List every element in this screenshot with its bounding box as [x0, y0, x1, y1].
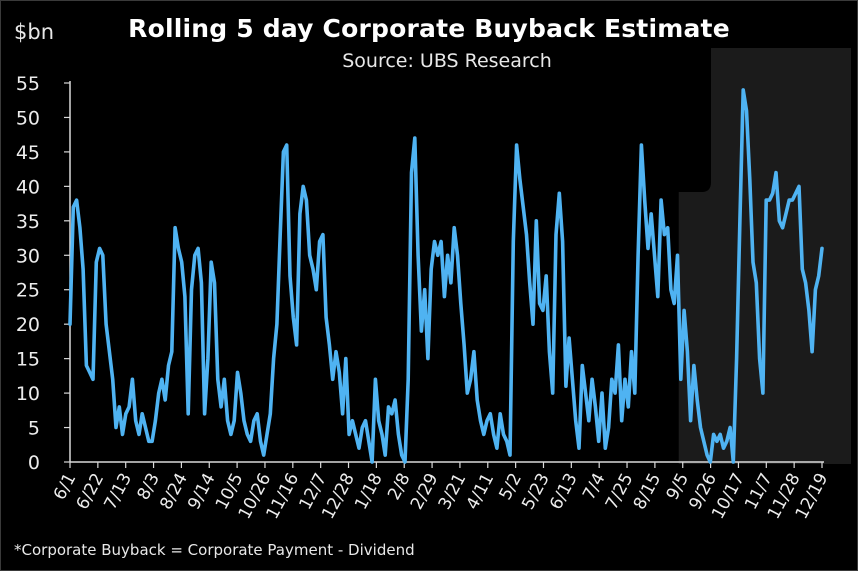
x-tick-label: 4/11	[463, 470, 499, 513]
chart-title: Rolling 5 day Corporate Buyback Estimate	[128, 14, 730, 43]
x-tick-label: 2/29	[407, 470, 443, 513]
y-tick-label: 5	[28, 418, 40, 440]
y-axis-unit-label: $bn	[14, 20, 55, 44]
x-tick-label: 1/18	[351, 470, 387, 513]
y-tick-label: 25	[16, 280, 40, 302]
chart-footnote: *Corporate Buyback = Corporate Payment -…	[14, 541, 415, 559]
x-tick-label: 9/14	[184, 470, 220, 513]
y-tick-label: 55	[16, 73, 40, 95]
y-tick-label: 15	[16, 349, 40, 371]
y-tick-label: 10	[16, 383, 40, 405]
x-tick-label: 6/13	[546, 470, 582, 513]
x-tick-label: 7/13	[101, 470, 137, 513]
y-tick-label: 30	[16, 245, 40, 267]
x-tick-label: 6/22	[73, 470, 109, 513]
x-tick-label: 3/21	[435, 470, 471, 513]
y-tick-label: 20	[16, 314, 40, 336]
x-tick-label: 5/23	[518, 470, 554, 513]
x-tick-label: 8/15	[630, 470, 666, 513]
chart-subtitle: Source: UBS Research	[342, 50, 552, 72]
y-tick-label: 45	[16, 142, 40, 164]
y-tick-label: 40	[16, 176, 40, 198]
x-tick-label: 7/25	[602, 470, 638, 513]
y-tick-label: 35	[16, 211, 40, 233]
x-tick-label: 8/24	[156, 470, 192, 513]
y-tick-label: 50	[16, 107, 40, 129]
y-tick-label: 0	[28, 452, 40, 474]
buyback-series-line	[68, 88, 824, 464]
